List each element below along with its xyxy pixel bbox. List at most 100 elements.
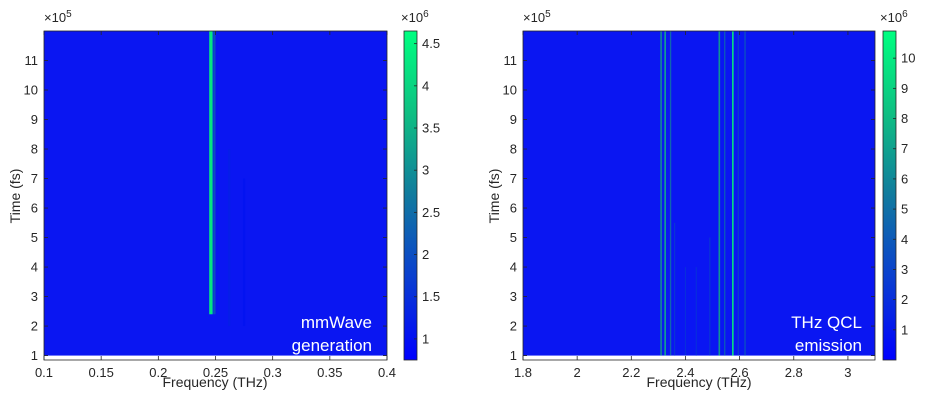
right-y-tick-label: 4 xyxy=(510,260,517,275)
right-colorbar-frame xyxy=(882,30,897,361)
right-y-tick-label: 11 xyxy=(504,53,518,68)
left-spectral-line-0 xyxy=(209,31,213,315)
right-y-ticks: 1 2 3 4 5 6 7 8 9 10 11 xyxy=(503,53,875,363)
left-annotation-line-2: generation xyxy=(292,336,372,355)
left-colorbar-tick-label: 3 xyxy=(422,163,429,178)
right-spectral-line-7 xyxy=(718,31,721,356)
left-x-ticks: 0.1 0.15 0.2 0.25 0.3 0.35 0.4 xyxy=(35,31,396,380)
left-spectral-line-1 xyxy=(213,31,216,315)
right-spectral-line-11 xyxy=(744,31,746,356)
right-colorbar-tick-label: 5 xyxy=(901,202,908,217)
right-colorbar-tick-label: 3 xyxy=(901,262,908,277)
left-y-tick-label: 3 xyxy=(31,289,38,304)
left-y-tick-label: 4 xyxy=(31,260,38,275)
left-y-ticks: 1 2 3 4 5 6 7 8 9 10 11 xyxy=(24,53,387,363)
right-y-tick-label: 1 xyxy=(510,348,517,363)
left-spectral-line-3 xyxy=(242,178,246,327)
left-y-tick-label: 11 xyxy=(25,53,39,68)
left-annotation-line-1: mmWave xyxy=(301,313,372,332)
right-spectral-line-6 xyxy=(709,237,711,356)
left-y-tick-label: 2 xyxy=(31,319,38,334)
right-y-multiplier: ×105 xyxy=(523,9,551,25)
left-x-axis-label: Frequency (THz) xyxy=(162,374,267,390)
left-x-tick-label: 0.25 xyxy=(203,365,228,380)
right-spectral-line-8 xyxy=(724,31,726,356)
right-x-tick-label: 2.6 xyxy=(731,365,749,380)
left-x-tick-label: 0.15 xyxy=(89,365,114,380)
right-y-tick-label: 6 xyxy=(510,201,517,216)
right-spectral-line-4 xyxy=(684,267,687,356)
left-y-tick-label: 9 xyxy=(31,112,38,127)
right-y-tick-label: 3 xyxy=(510,289,517,304)
right-x-tick-label: 2.4 xyxy=(676,365,694,380)
left-x-tick-label: 0.35 xyxy=(317,365,342,380)
right-spectral-line-9 xyxy=(732,31,734,356)
left-x-tick-label: 0.4 xyxy=(378,365,396,380)
right-x-tick-label: 2.8 xyxy=(785,365,803,380)
right-colorbar-tick-label: 6 xyxy=(901,171,908,186)
right-spectrogram-panel: 1.8 2 2.2 2.4 2.6 2.8 3 1 2 3 4 5 6 7 8 9 10 11 ×105 Fre… xyxy=(486,9,915,390)
right-colorbar-ticks: 1 2 3 4 5 6 7 8 9 10 xyxy=(893,51,915,337)
right-annotation-line-2: emission xyxy=(795,336,862,355)
right-x-ticks: 1.8 2 2.2 2.4 2.6 2.8 3 xyxy=(514,31,852,380)
right-colorbar-tick-label: 8 xyxy=(901,111,908,126)
left-y-tick-label: 10 xyxy=(24,83,38,98)
left-y-tick-label: 6 xyxy=(31,201,38,216)
right-colorbar-tick-label: 1 xyxy=(901,322,908,337)
right-y-tick-label: 8 xyxy=(510,142,517,157)
right-colorbar-tick-label: 10 xyxy=(901,51,915,66)
right-y-tick-label: 9 xyxy=(510,112,517,127)
right-y-tick-label: 5 xyxy=(510,230,517,245)
left-x-tick-label: 0.1 xyxy=(35,365,53,380)
left-spectral-line-2 xyxy=(228,149,231,327)
left-colorbar-tick-label: 4 xyxy=(422,78,429,93)
right-colorbar xyxy=(883,31,896,360)
right-x-tick-label: 2 xyxy=(574,365,581,380)
right-spectral-line-3 xyxy=(674,222,676,356)
left-y-tick-label: 1 xyxy=(31,348,38,363)
right-y-tick-label: 7 xyxy=(510,171,517,186)
left-x-tick-label: 0.3 xyxy=(264,365,282,380)
left-colorbar-tick-label: 1 xyxy=(422,331,429,346)
right-x-axis-label: Frequency (THz) xyxy=(646,374,751,390)
right-colorbar-multiplier: ×106 xyxy=(880,9,908,25)
right-spectral-line-1 xyxy=(664,31,666,356)
left-y-axis-label: Time (fs) xyxy=(7,169,23,224)
right-colorbar-tick-label: 9 xyxy=(901,81,908,96)
right-heatmap-field xyxy=(523,31,875,356)
right-spectral-line-0 xyxy=(660,31,662,356)
left-y-tick-label: 8 xyxy=(31,142,38,157)
left-colorbar-frame xyxy=(403,30,418,361)
right-spectral-line-10 xyxy=(737,31,739,356)
right-x-tick-label: 1.8 xyxy=(514,365,532,380)
right-colorbar-tick-label: 7 xyxy=(901,141,908,156)
right-y-axis-label: Time (fs) xyxy=(486,169,502,224)
right-x-tick-label: 2.2 xyxy=(622,365,640,380)
left-colorbar-tick-label: 3.5 xyxy=(422,121,440,136)
right-y-tick-label: 10 xyxy=(503,83,517,98)
left-x-tick-label: 0.2 xyxy=(149,365,167,380)
left-colorbar-multiplier: ×106 xyxy=(401,9,429,25)
left-colorbar xyxy=(404,31,417,360)
left-colorbar-tick-label: 2.5 xyxy=(422,205,440,220)
right-spectral-line-5 xyxy=(695,267,697,356)
left-spectrogram-panel: 0.1 0.15 0.2 0.25 0.3 0.35 0.4 1 2 3 4 5 6 7 8 9 10 11 ×… xyxy=(7,9,440,390)
left-y-tick-label: 7 xyxy=(31,171,38,186)
right-x-tick-label: 3 xyxy=(844,365,851,380)
left-colorbar-tick-label: 1.5 xyxy=(422,289,440,304)
left-y-multiplier: ×105 xyxy=(44,9,72,25)
right-spectral-lines xyxy=(660,31,746,356)
right-colorbar-tick-label: 2 xyxy=(901,292,908,307)
right-axes-frame xyxy=(522,30,876,361)
left-colorbar-tick-label: 4.5 xyxy=(422,36,440,51)
left-y-tick-label: 5 xyxy=(31,230,38,245)
left-colorbar-tick-label: 2 xyxy=(422,247,429,262)
left-colorbar-ticks: 1 1.5 2 2.5 3 3.5 4 4.5 xyxy=(414,36,440,346)
right-colorbar-tick-label: 4 xyxy=(901,232,908,247)
right-annotation-line-1: THz QCL xyxy=(791,313,862,332)
right-spectral-line-2 xyxy=(669,31,672,356)
left-spectral-lines xyxy=(209,31,246,327)
right-y-tick-label: 2 xyxy=(510,319,517,334)
